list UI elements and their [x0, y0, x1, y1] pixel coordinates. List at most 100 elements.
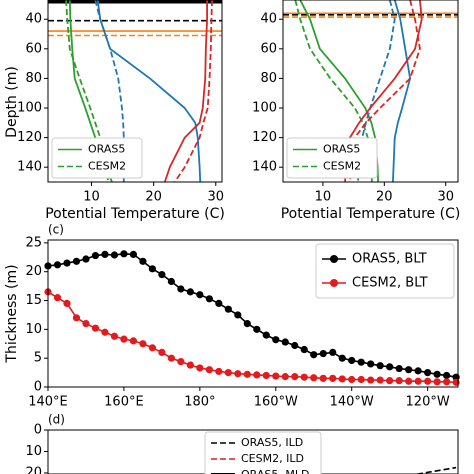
series-marker [376, 362, 384, 370]
series-marker [167, 354, 175, 362]
y-tick-label: 100 [252, 101, 277, 116]
legend-label: CESM2, BLT [352, 276, 428, 291]
legend: ORAS5, BLT CESM2, BLT [315, 243, 455, 299]
axes-frame [47, 239, 459, 388]
series-marker [148, 344, 156, 352]
series-marker [452, 378, 460, 386]
series-marker [243, 319, 251, 328]
series-marker [177, 285, 185, 293]
x-tick-label: 10 [315, 190, 332, 205]
series-marker [110, 251, 119, 259]
series-marker [205, 295, 213, 303]
x-tick-label: 20 [145, 190, 162, 205]
panel-label: (d) [48, 413, 65, 427]
series-marker [158, 348, 166, 357]
series-marker [329, 348, 337, 357]
series-marker [424, 368, 432, 377]
series-marker [395, 364, 403, 373]
series-marker [262, 331, 270, 339]
x-tick-label: 30 [437, 190, 454, 205]
series-marker [82, 319, 90, 328]
y-tick-label: 120 [17, 130, 42, 145]
series-marker [310, 374, 318, 382]
series-marker [281, 338, 289, 346]
series-marker [177, 358, 185, 366]
legend-box [286, 137, 378, 179]
series-marker [72, 257, 81, 265]
y-tick-label: 80 [260, 71, 277, 86]
legend: ORAS5 CESM2 [286, 137, 378, 179]
axes-frame [282, 0, 459, 183]
series-marker [338, 375, 346, 383]
legend-marker [330, 279, 338, 287]
series-marker [72, 314, 81, 322]
series-marker [215, 299, 223, 308]
series-marker [414, 377, 422, 385]
series-marker [300, 345, 308, 354]
series-marker [291, 373, 299, 381]
series-marker [53, 261, 62, 269]
series-marker [120, 250, 128, 258]
x-tick-label: 140°E [28, 395, 68, 410]
legend-label: ORAS5, ILD [241, 436, 303, 449]
series-marker [186, 361, 194, 369]
series-marker [357, 375, 365, 384]
x-axis-label: Potential Temperature (C) [45, 206, 225, 222]
series-marker [110, 332, 119, 340]
profile-line [294, 0, 373, 183]
legend-box [51, 137, 143, 179]
series-marker [101, 250, 109, 259]
series-marker [367, 376, 375, 384]
y-tick-label: 80 [25, 71, 42, 86]
series-marker [101, 328, 109, 336]
series-marker [148, 265, 156, 273]
y-tick-label: 60 [25, 41, 42, 56]
series-marker [433, 370, 441, 378]
legend-marker [330, 255, 338, 263]
x-tick-label: 160°W [254, 395, 298, 410]
series-marker [376, 376, 384, 384]
series-marker [310, 351, 318, 359]
series-marker [63, 299, 71, 308]
series-marker [395, 377, 403, 385]
series-marker [367, 360, 375, 368]
y-tick-label: 40 [25, 12, 42, 27]
series-marker [291, 341, 299, 350]
series-marker [139, 257, 147, 265]
series-marker [319, 374, 327, 382]
series-marker [338, 354, 346, 362]
x-tick-label: 120°W [406, 395, 450, 410]
legend-label: ORAS5, BLT [352, 252, 427, 267]
series-marker [433, 378, 441, 386]
legend-label: ORAS5 [323, 143, 360, 156]
series-marker [167, 277, 175, 286]
series-marker [272, 336, 280, 344]
series-marker [129, 337, 138, 345]
series-marker [281, 373, 289, 381]
series-line [47, 291, 457, 384]
series-marker [443, 371, 451, 380]
series-marker [414, 367, 422, 375]
series-marker [243, 370, 251, 378]
y-tick-label: 0 [34, 423, 42, 438]
x-tick-label: 30 [208, 190, 225, 205]
series-marker [215, 367, 223, 376]
profile-line [94, 0, 125, 182]
y-tick-label: 10 [25, 322, 42, 337]
series-line [413, 466, 457, 474]
series-marker [319, 349, 327, 358]
x-tick-label: 180° [184, 395, 215, 410]
series-marker [405, 366, 413, 374]
y-tick-label: 5 [34, 351, 42, 366]
series-marker [386, 377, 394, 385]
legend-label: CESM2, ILD [241, 452, 304, 465]
series-marker [224, 305, 232, 313]
series-marker [205, 366, 213, 374]
y-tick-label: 15 [25, 293, 42, 308]
series-marker [139, 340, 147, 348]
x-tick-label: 140°W [330, 395, 374, 410]
legend-box [315, 243, 455, 299]
profile-line [392, 0, 412, 183]
panel-label: (c) [48, 223, 64, 237]
